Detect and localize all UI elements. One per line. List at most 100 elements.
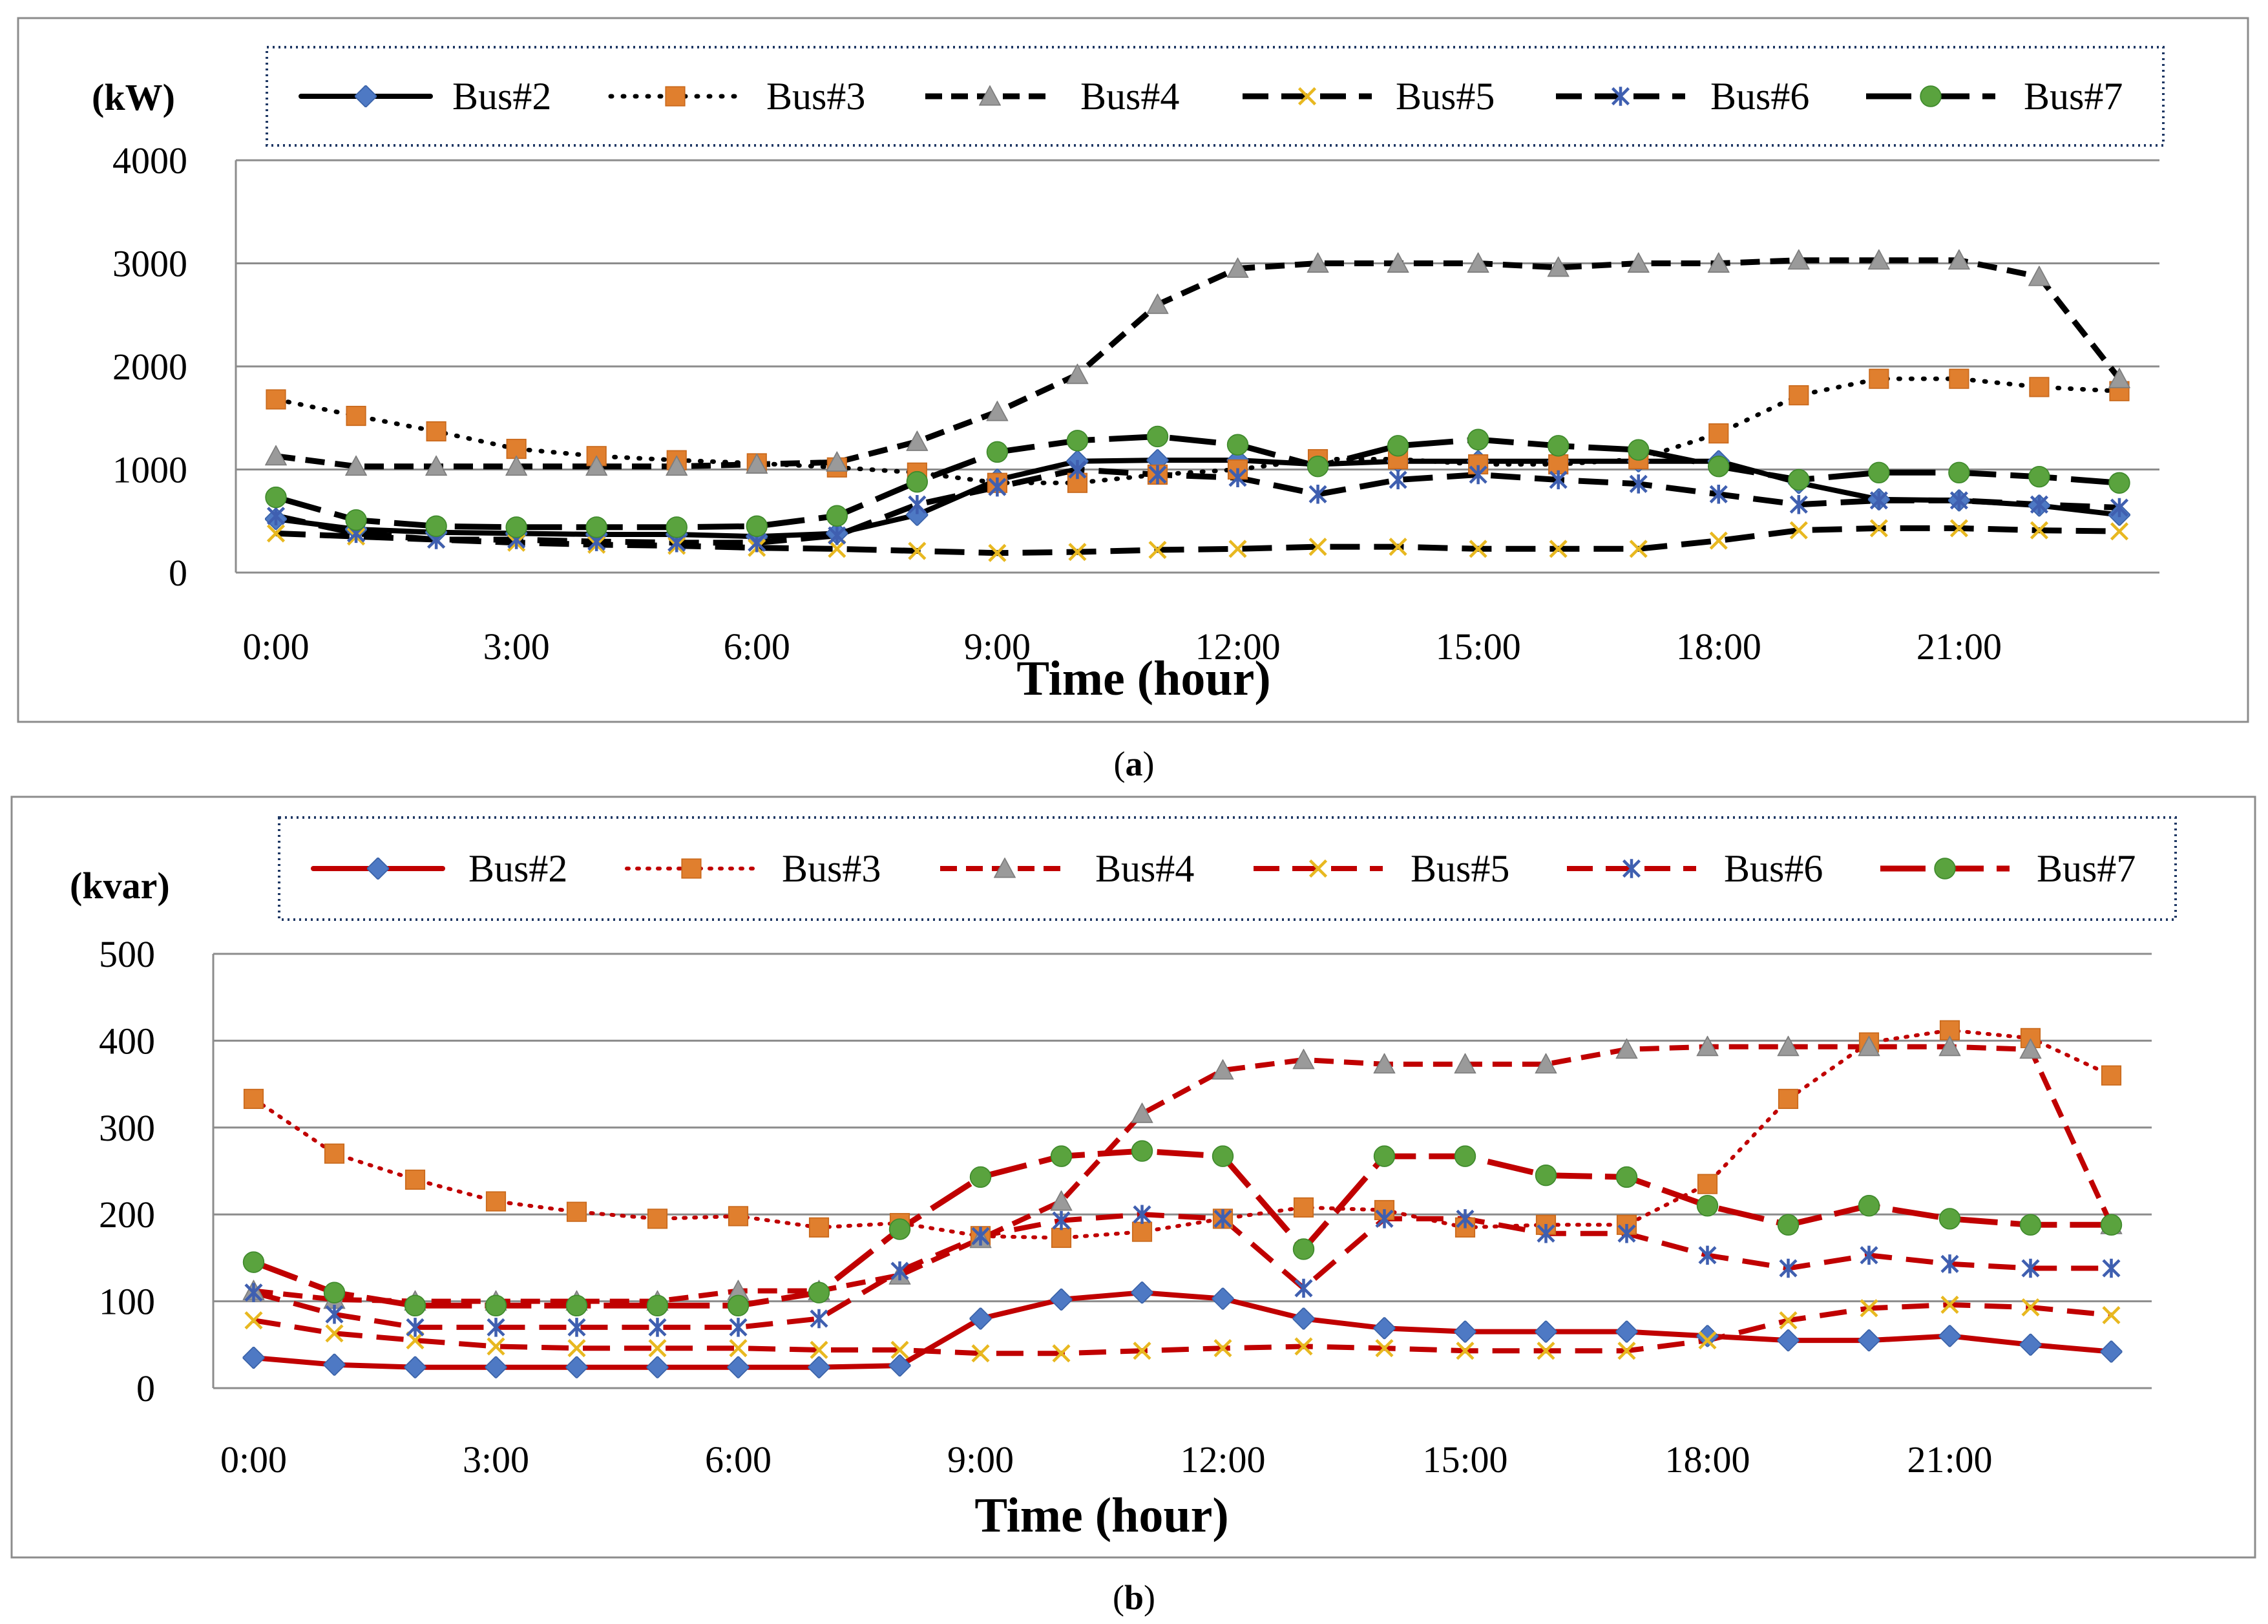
panel-b-point-bus-7: [646, 1294, 669, 1317]
panel-a-legend-label-bus-4: Bus#4: [1080, 75, 1179, 118]
panel-a-point-bus-7: [906, 470, 929, 493]
panel-b-series-line-bus-3: [251, 1028, 2114, 1240]
panel-b-point-bus-7: [1131, 1140, 1153, 1162]
panel-b-legend-label-bus-6: Bus#6: [1724, 847, 1823, 890]
panel-a-point-bus-3: [2029, 377, 2050, 397]
panel-a-point-bus-7: [1387, 435, 1409, 457]
panel-a-point-bus-7: [2028, 465, 2050, 488]
panel-a-point-bus-7: [505, 516, 527, 538]
panel-a-series-line-bus-3: [273, 376, 2122, 485]
panel-b-legend-label-bus-7: Bus#7: [2037, 847, 2136, 890]
panel-a-ytick-label: 4000: [112, 140, 187, 182]
panel-a-point-bus-7: [1948, 461, 1970, 484]
panel-a-point-bus-7: [986, 441, 1009, 463]
panel-b-point-bus-3: [1697, 1174, 1718, 1194]
panel-a-xtick-label: 6:00: [724, 626, 790, 668]
panel-b-ytick-label: 300: [99, 1107, 155, 1149]
panel-b-series-line-bus-6: [253, 1212, 2112, 1330]
panel-b-point-bus-3: [2101, 1065, 2122, 1086]
panel-a-xtick-label: 9:00: [964, 626, 1031, 668]
panel-a-x-axis-title: Time (hour): [1016, 651, 1270, 706]
panel-a-point-bus-7: [1868, 461, 1890, 484]
panel-a-xtick-label: 21:00: [1916, 626, 2002, 668]
panel-a-legend-label-bus-5: Bus#5: [1396, 75, 1495, 118]
panel-b-point-bus-7: [1292, 1238, 1315, 1260]
panel-b-legend-label-bus-5: Bus#5: [1411, 847, 1509, 890]
panel-b-point-bus-3: [1131, 1221, 1153, 1242]
panel-a-point-bus-7: [1628, 439, 1650, 461]
panel-b-series-line-bus-5: [253, 1302, 2112, 1356]
panel-b-legend-label-bus-2: Bus#2: [468, 847, 567, 890]
panel-a-series-line-bus-4: [275, 257, 2122, 470]
panel-b-ytick-label: 0: [136, 1367, 155, 1409]
panel-a-point-bus-7: [666, 516, 688, 538]
panel-a-point-bus-3: [1869, 368, 1889, 389]
panel-b-point-bus-7: [1696, 1195, 1719, 1217]
panel-a-series-line-bus-2: [273, 458, 2122, 540]
panel-b-xtick-label: 3:00: [463, 1439, 529, 1481]
panel-a-xtick-label: 18:00: [1676, 626, 1761, 668]
panel-a-point-bus-7: [1146, 425, 1169, 448]
panel-b-point-bus-7: [565, 1294, 588, 1317]
panel-b-point-bus-7: [1212, 1145, 1234, 1167]
panel-b-x-axis-title: Time (hour): [974, 1488, 1228, 1543]
panel-b-series-line-bus-2: [251, 1290, 2114, 1370]
panel-b-point-bus-7: [2019, 1214, 2042, 1236]
panel-b-unit-label: (kvar): [70, 865, 170, 907]
panel-b-point-bus-7: [242, 1251, 265, 1273]
panel-b-xtick-label: 18:00: [1664, 1439, 1750, 1481]
panel-a-point-bus-7: [2108, 472, 2130, 494]
panel-a-point-bus-7: [425, 515, 447, 537]
panel-b-xtick-label: 6:00: [705, 1439, 772, 1481]
panel-b-point-bus-3: [324, 1143, 345, 1164]
panel-a-series-line-bus-6: [275, 467, 2120, 546]
panel-a-caption: (a): [1114, 744, 1155, 783]
panel-b-point-bus-7: [1535, 1165, 1557, 1186]
panel-a-point-bus-3: [1708, 423, 1729, 444]
panel-a-xtick-label: 12:00: [1195, 626, 1280, 668]
panel-b-xtick-label: 12:00: [1180, 1439, 1265, 1481]
panel-a-unit-label: (kW): [92, 76, 175, 118]
panel-a-point-bus-7: [1226, 434, 1249, 456]
panel-b-point-bus-3: [566, 1201, 587, 1222]
panel-b-point-bus-3: [1778, 1088, 1799, 1110]
panel-b-point-bus-7: [888, 1218, 911, 1240]
panel-a-legend-label-bus-3: Bus#3: [766, 75, 865, 118]
panel-b-ytick-label: 200: [99, 1194, 155, 1236]
panel-a-ytick-label: 0: [169, 552, 187, 594]
panel-b-caption: (b): [1113, 1578, 1155, 1617]
panel-a-legend-marker-bus-3: [665, 86, 686, 107]
panel-b-xtick-label: 9:00: [947, 1439, 1014, 1481]
panel-a-point-bus-7: [585, 516, 607, 538]
panel-b: 0 100 200 300 400 500 0:00 3:00 6:00 9:00 12:00 15:…: [70, 816, 2177, 1543]
panel-b-point-bus-3: [728, 1206, 749, 1227]
panel-a-ytick-label: 3000: [112, 243, 187, 285]
panel-a-point-bus-7: [345, 509, 367, 531]
panel-b-point-bus-3: [404, 1169, 426, 1190]
panel-b-series-line-bus-7: [252, 1148, 2112, 1309]
panel-a-ytick-label: 2000: [112, 346, 187, 388]
panel-a-point-bus-3: [266, 389, 286, 410]
panel-a-point-bus-7: [1066, 430, 1089, 452]
panel-b-point-bus-3: [808, 1217, 830, 1238]
panel-a-legend-marker-bus-7: [1920, 85, 1942, 107]
panel-b-point-bus-7: [727, 1294, 750, 1317]
panel-b-legend-box: [278, 816, 2177, 921]
panel-b-legend-label-bus-4: Bus#4: [1095, 847, 1194, 890]
panel-b-ytick-label: 100: [99, 1281, 155, 1323]
panel-b-point-bus-7: [2100, 1214, 2123, 1236]
panel-a-legend-label-bus-2: Bus#2: [452, 75, 551, 118]
panel-a-point-bus-3: [1949, 368, 1969, 389]
panel-b-point-bus-3: [1293, 1197, 1314, 1218]
panel-a-point-bus-7: [1708, 455, 1730, 478]
panel-a-point-bus-7: [1467, 428, 1489, 450]
panel-a-xtick-label: 0:00: [242, 626, 309, 668]
panel-b-point-bus-7: [323, 1281, 346, 1303]
panel-b-point-bus-7: [1938, 1208, 1961, 1230]
panel-b-point-bus-7: [808, 1281, 830, 1303]
panel-b-xtick-label: 0:00: [220, 1439, 287, 1481]
panel-b-legend-marker-bus-7: [1934, 858, 1956, 880]
panel-b-xtick-label: 15:00: [1422, 1439, 1507, 1481]
panel-a-point-bus-3: [426, 421, 446, 442]
